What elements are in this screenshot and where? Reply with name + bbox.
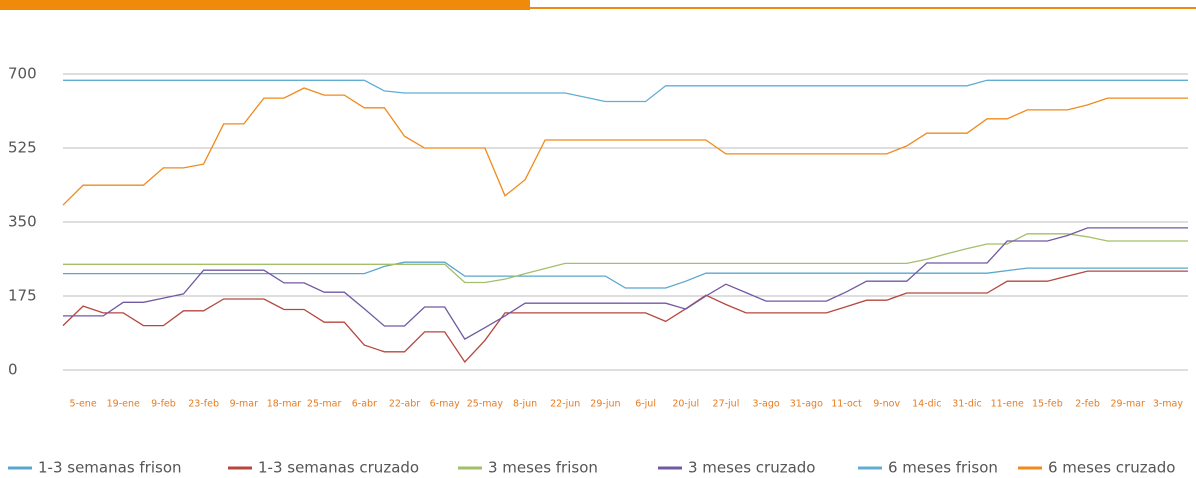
x-tick-label: 20-jul [672, 399, 699, 410]
x-tick-label: 9-mar [230, 399, 259, 410]
x-tick-label: 23-feb [188, 399, 219, 410]
x-tick-label: 3-may [1153, 399, 1184, 410]
x-tick-label: 25-may [467, 399, 504, 410]
x-tick-label: 29-mar [1110, 399, 1145, 410]
header-bar [0, 0, 530, 10]
x-tick-label: 25-mar [307, 399, 342, 410]
x-tick-label: 31-ago [790, 399, 823, 410]
x-tick-label: 14-dic [912, 399, 941, 410]
x-tick-label: 31-dic [952, 399, 981, 410]
x-tick-label: 9-nov [873, 399, 900, 410]
y-tick-label: 700 [8, 65, 37, 83]
x-tick-label: 27-jul [713, 399, 740, 410]
x-tick-label: 11-ene [991, 399, 1024, 410]
legend-label: 6 meses cruzado [1048, 459, 1175, 477]
x-tick-label: 6-jul [635, 399, 656, 410]
series-line [63, 79, 1188, 103]
x-tick-label: 22-abr [389, 399, 420, 410]
series-line [62, 270, 1188, 364]
y-tick-label: 350 [8, 213, 37, 231]
x-tick-label: 19-ene [107, 399, 140, 410]
x-tick-label: 22-jun [550, 399, 580, 410]
series-line [63, 227, 1188, 340]
y-tick-label: 175 [8, 287, 37, 305]
legend-label: 3 meses cruzado [688, 459, 815, 477]
series-line [63, 261, 1188, 289]
x-tick-label: 11-oct [831, 399, 862, 410]
x-tick-label: 6-may [430, 399, 461, 410]
x-tick-label: 29-jun [590, 399, 620, 410]
x-tick-label: 2-feb [1075, 399, 1100, 410]
x-tick-label: 6-abr [352, 399, 377, 410]
x-tick-label: 3-ago [753, 399, 780, 410]
y-tick-label: 0 [8, 361, 18, 379]
y-tick-label: 525 [8, 139, 37, 157]
series-line [63, 233, 1188, 284]
legend-label: 1-3 semanas cruzado [258, 459, 419, 477]
legend-label: 6 meses frison [888, 459, 998, 477]
x-tick-label: 9-feb [151, 399, 176, 410]
x-tick-label: 8-jun [513, 399, 537, 410]
series-line [62, 87, 1188, 206]
x-tick-label: 18-mar [267, 399, 302, 410]
x-tick-label: 5-ene [69, 399, 96, 410]
legend-label: 3 meses frison [488, 459, 598, 477]
legend-label: 1-3 semanas frison [38, 459, 182, 477]
x-tick-label: 15-feb [1032, 399, 1063, 410]
